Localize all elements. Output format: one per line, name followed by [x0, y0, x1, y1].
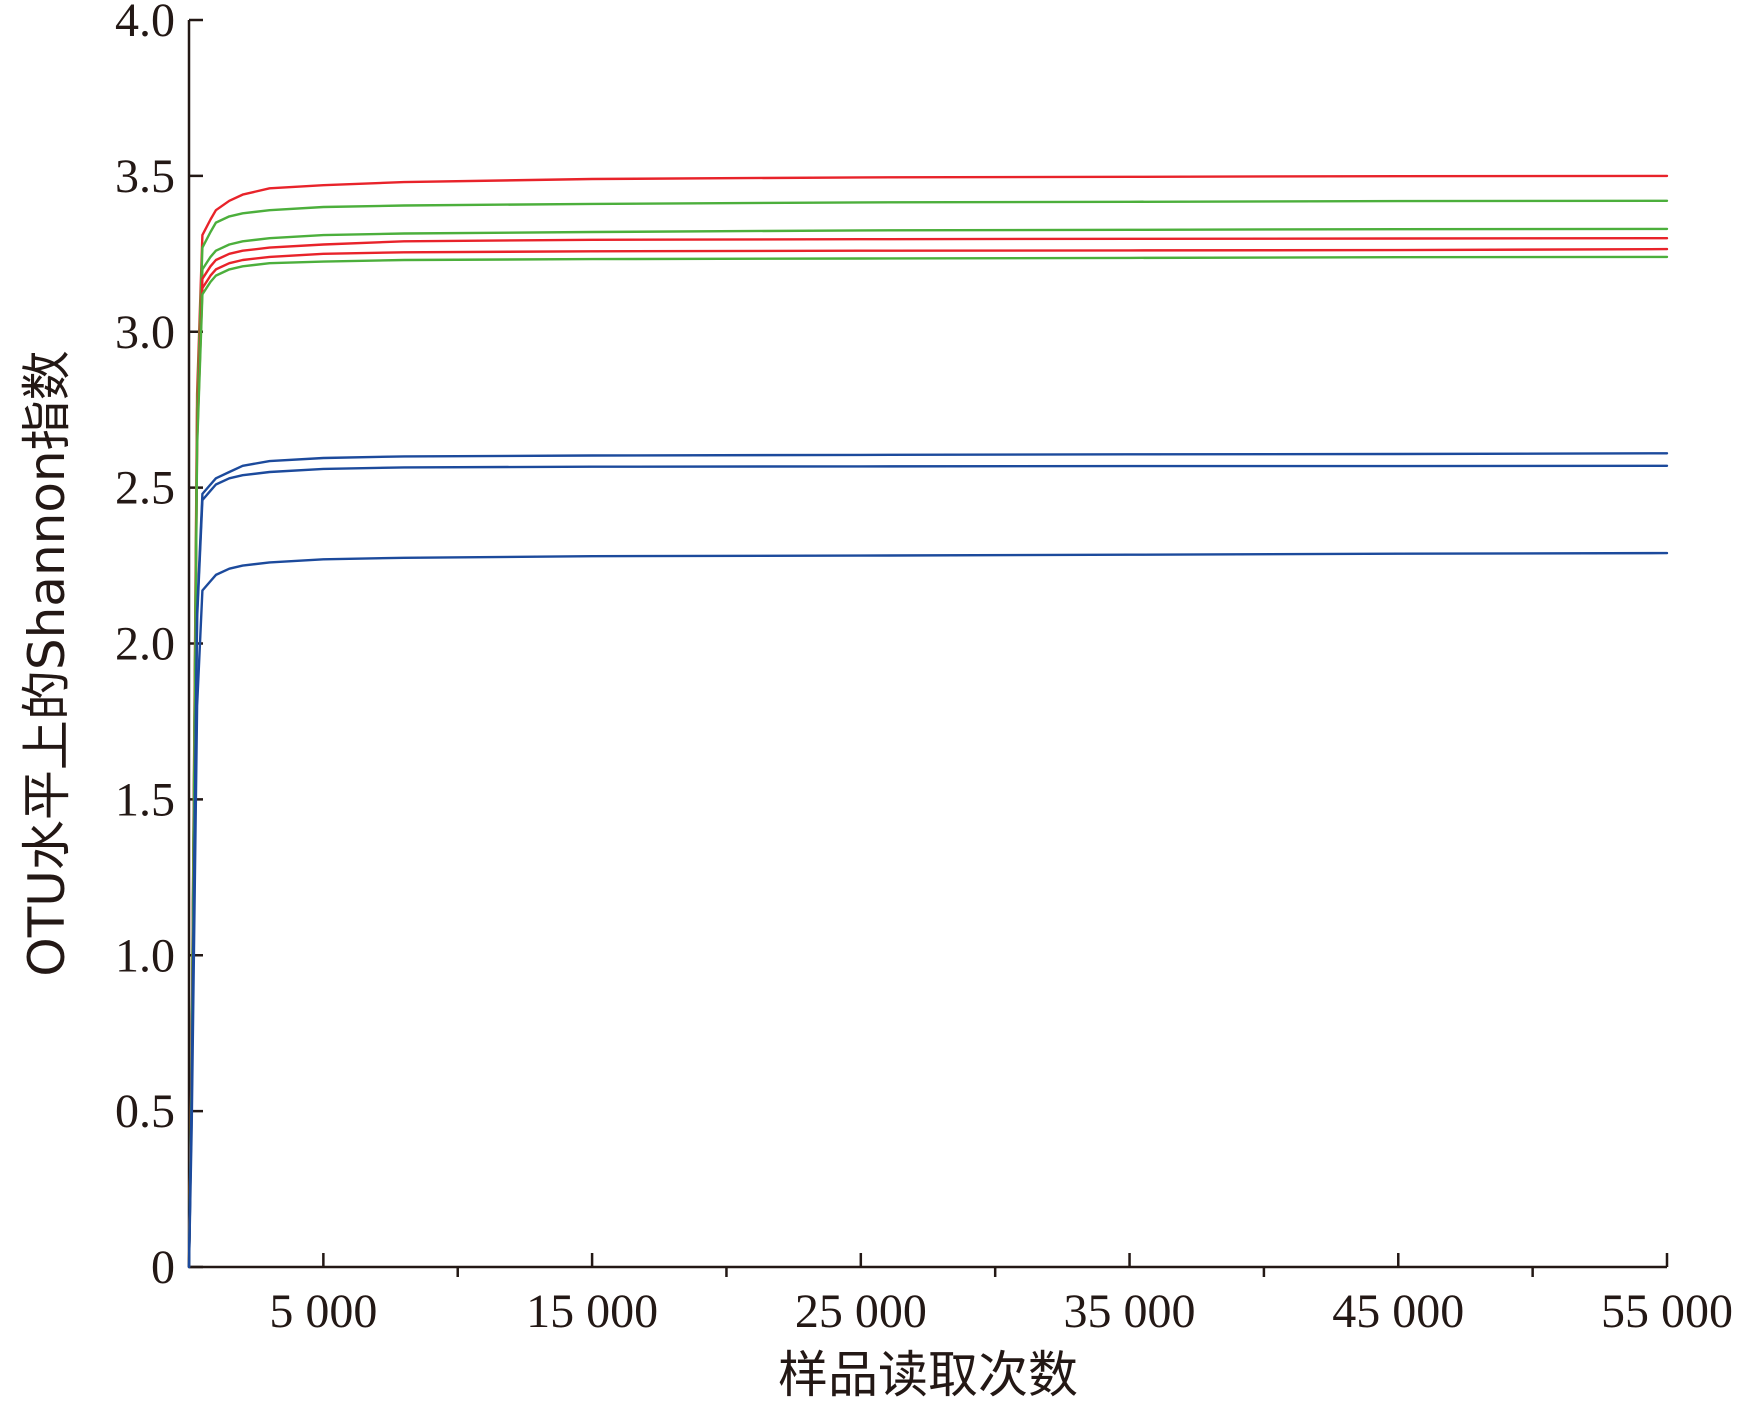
series-line-1: [187, 174, 1669, 1269]
x-tick-label: 35 000: [1064, 1285, 1196, 1338]
y-tick-label: 2.0: [115, 618, 175, 671]
series-line-2: [187, 199, 1669, 1269]
series-line-3: [187, 227, 1669, 1269]
y-tick-label: 0: [151, 1241, 175, 1294]
x-tick-label: 45 000: [1332, 1285, 1464, 1338]
series-line-5: [187, 247, 1669, 1269]
x-axis-title: 样品读取次数: [778, 1346, 1078, 1404]
y-axis-title: OTU水平上的Shannon指数: [18, 350, 76, 976]
x-tick-label: 5 000: [269, 1285, 377, 1338]
y-axis: 0 0.5 1.0 1.5 2.0 2.5 3.0 3.5 4.0: [115, 0, 203, 1294]
y-tick-label: 2.5: [115, 462, 175, 515]
y-tick-label: 4.0: [115, 0, 175, 47]
x-tick-label: 55 000: [1601, 1285, 1733, 1338]
y-tick-label: 3.5: [115, 150, 175, 203]
y-tick-label: 3.0: [115, 306, 175, 359]
series-line-7: [187, 452, 1669, 1269]
x-tick-label: 15 000: [526, 1285, 658, 1338]
x-axis: 5 000 15 000 25 000 35 000 45 000 55 000: [189, 1253, 1733, 1338]
y-tick-label: 1.5: [115, 773, 175, 826]
y-ticks: 0 0.5 1.0 1.5 2.0 2.5 3.0 3.5 4.0: [115, 0, 203, 1294]
x-tick-label: 25 000: [795, 1285, 927, 1338]
x-ticks: 5 000 15 000 25 000 35 000 45 000 55 000: [269, 1253, 1733, 1338]
series-line-4: [187, 236, 1669, 1269]
series-line-8: [187, 464, 1669, 1269]
series-line-9: [187, 551, 1669, 1269]
series-line-6: [187, 255, 1669, 1269]
y-tick-label: 0.5: [115, 1085, 175, 1138]
series-lines: [187, 174, 1669, 1269]
y-tick-label: 1.0: [115, 929, 175, 982]
